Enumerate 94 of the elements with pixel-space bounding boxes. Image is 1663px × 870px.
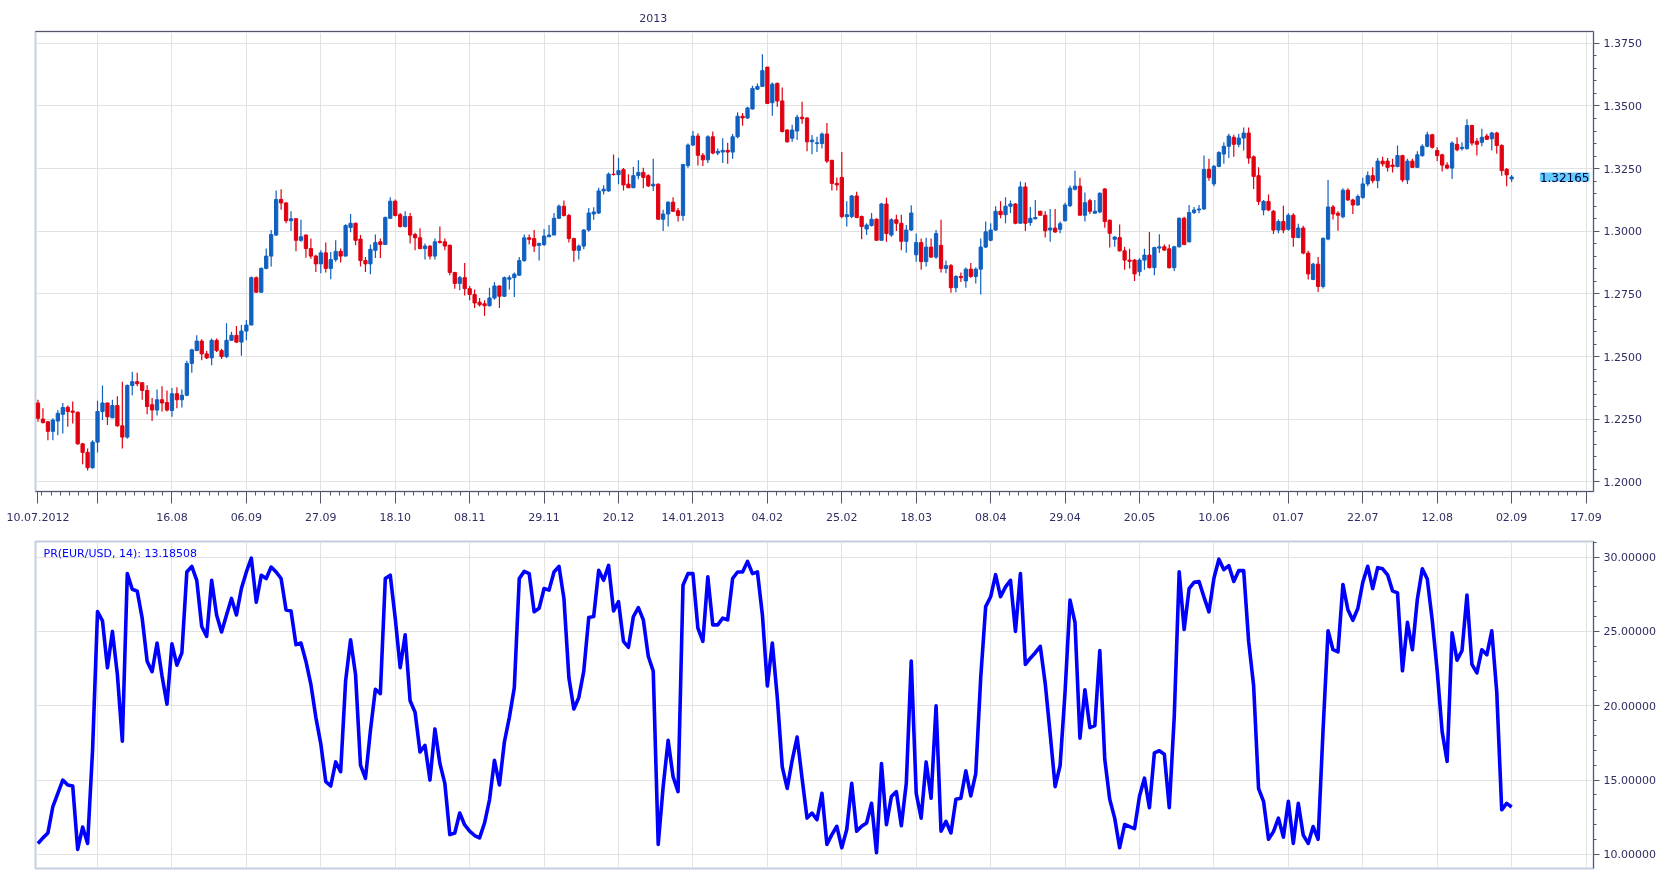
candlestick <box>1231 134 1236 158</box>
candlestick <box>1335 210 1341 232</box>
x-tick-label: 18.10 <box>379 510 411 524</box>
candlestick <box>1479 128 1484 147</box>
candlestick <box>293 217 299 252</box>
x-tick-label: 20.05 <box>1123 510 1156 524</box>
candlestick <box>924 237 929 267</box>
candlestick <box>159 385 165 413</box>
candlestick <box>174 386 180 409</box>
candlestick <box>914 232 919 263</box>
x-tick-label: 18.03 <box>900 510 932 524</box>
candlestick <box>288 210 294 232</box>
candlestick <box>318 249 323 274</box>
x-tick-label: 29.04 <box>1049 510 1081 524</box>
candlestick <box>1147 231 1152 269</box>
x-tick-label: 12.08 <box>1421 510 1453 524</box>
candlestick <box>1315 256 1321 293</box>
candlestick <box>874 217 879 241</box>
candlestick <box>770 81 775 117</box>
candlestick <box>35 399 41 423</box>
candlestick <box>1226 133 1231 159</box>
candlestick <box>1082 191 1088 223</box>
x-tick-label: 27.09 <box>305 510 337 524</box>
candlestick <box>303 233 309 259</box>
y-tick-label: 20.00000 <box>1603 699 1656 713</box>
candlestick <box>804 116 810 152</box>
y-tick-label: 25.00000 <box>1603 625 1656 639</box>
y-tick-label: 1.2250 <box>1603 413 1642 427</box>
candlestick <box>919 237 924 271</box>
x-tick-label: 04.02 <box>751 510 784 524</box>
candlestick <box>154 388 160 417</box>
candlestick <box>889 217 894 238</box>
x-tick-label: 02.09 <box>1495 510 1528 524</box>
y-tick-label: 1.2500 <box>1603 350 1642 364</box>
x-tick-label: 22.07 <box>1347 510 1379 524</box>
candlestick <box>938 219 944 273</box>
candlestick <box>1464 118 1470 151</box>
candlestick <box>407 212 413 245</box>
annotation: 1.32165 <box>1539 170 1590 185</box>
candlestick <box>60 402 65 435</box>
y-tick-label: 30.00000 <box>1603 551 1656 565</box>
candlestick <box>497 284 502 309</box>
candlestick <box>1281 205 1286 234</box>
candlestick <box>943 260 949 274</box>
candlestick <box>1048 208 1053 243</box>
x-tick-label: 10.07.2012 <box>6 510 70 524</box>
y-tick-label: 10.00000 <box>1603 848 1656 862</box>
y-tick-label: 15.00000 <box>1603 774 1656 788</box>
candlestick <box>105 401 110 426</box>
candlestick <box>1375 157 1380 189</box>
candlestick <box>933 229 939 260</box>
candlestick <box>1291 212 1296 248</box>
candlestick <box>963 266 968 289</box>
candlestick <box>1053 208 1058 234</box>
candlestick <box>1206 158 1212 182</box>
candlestick <box>616 157 621 185</box>
x-tick-label: 29.11 <box>528 510 560 524</box>
candlestick <box>705 134 710 164</box>
candlestick <box>169 387 175 418</box>
y-tick-label: 1.2000 <box>1603 475 1642 489</box>
candlestick <box>422 242 428 261</box>
candlestick <box>814 136 820 153</box>
y-tick-label: 1.3250 <box>1603 162 1642 176</box>
x-tick-label: 14.01.2013 <box>661 510 725 524</box>
y-tick-label: 1.3000 <box>1603 225 1642 239</box>
candlestick <box>298 219 304 243</box>
candlestick <box>665 200 671 228</box>
x-tick-label: 06.09 <box>230 510 263 524</box>
y-tick-label: 1.3500 <box>1603 99 1642 113</box>
y-tick-label: 1.2750 <box>1603 287 1642 301</box>
x-tick-label: 08.04 <box>974 510 1007 524</box>
text: 2013 <box>639 11 668 25</box>
candlestick <box>378 237 383 259</box>
x-tick-label: 08.11 <box>453 510 486 524</box>
candlestick <box>432 237 438 261</box>
y-tick-label: 1.3750 <box>1603 37 1642 51</box>
candlestick <box>1405 158 1410 185</box>
x-tick-label: 20.12 <box>602 510 635 524</box>
candlestick <box>164 389 170 413</box>
text: PR(EUR/USD, 14): 13.18508 <box>43 546 197 560</box>
candlestick <box>209 337 214 366</box>
x-tick-label: 16.08 <box>156 510 188 524</box>
x-tick-label: 25.02 <box>826 510 858 524</box>
x-tick-label: 01.07 <box>1272 510 1305 524</box>
candlestick <box>809 134 815 155</box>
candlestick <box>323 241 328 273</box>
candlestick <box>695 132 701 167</box>
candlestick <box>1271 209 1276 235</box>
x-tick-label: 10.06 <box>1198 510 1230 524</box>
candlestick <box>45 420 51 441</box>
candlestick <box>725 142 730 165</box>
x-tick-label: 17.09 <box>1570 510 1602 524</box>
candlestick <box>651 158 656 192</box>
candlestick <box>948 263 954 294</box>
